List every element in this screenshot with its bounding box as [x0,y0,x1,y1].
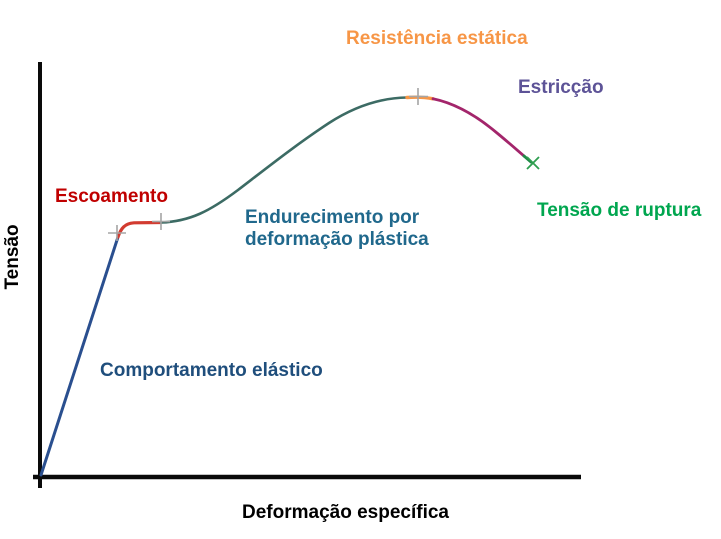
y-axis-title: Tensão [2,224,23,290]
curve-peak-segment [405,95,435,101]
curve-elastic-segment [39,235,120,477]
rupture-x-marker [526,156,540,170]
label-endurecimento-line1: Endurecimento por [245,207,420,228]
curve-yield-segment [116,220,163,239]
x-axis-title: Deformação específica [242,502,449,523]
peak-cross-marker [409,88,428,105]
label-tensao-de-ruptura: Tensão de ruptura [537,200,702,221]
label-endurecimento: Endurecimento por deformação plástica [245,207,429,251]
yield-start-cross-marker [108,225,126,241]
label-estriccao: Estricção [518,77,604,98]
curve-necking-segment [431,97,526,158]
curve-hardening-segment [159,96,409,224]
label-comportamento-elastico: Comportamento elástico [100,360,323,381]
label-escoamento: Escoamento [55,186,168,207]
yield-end-cross-marker [152,213,170,230]
label-endurecimento-line2: deformação plástica [245,229,429,250]
label-resistencia-estatica: Resistência estática [346,28,528,49]
